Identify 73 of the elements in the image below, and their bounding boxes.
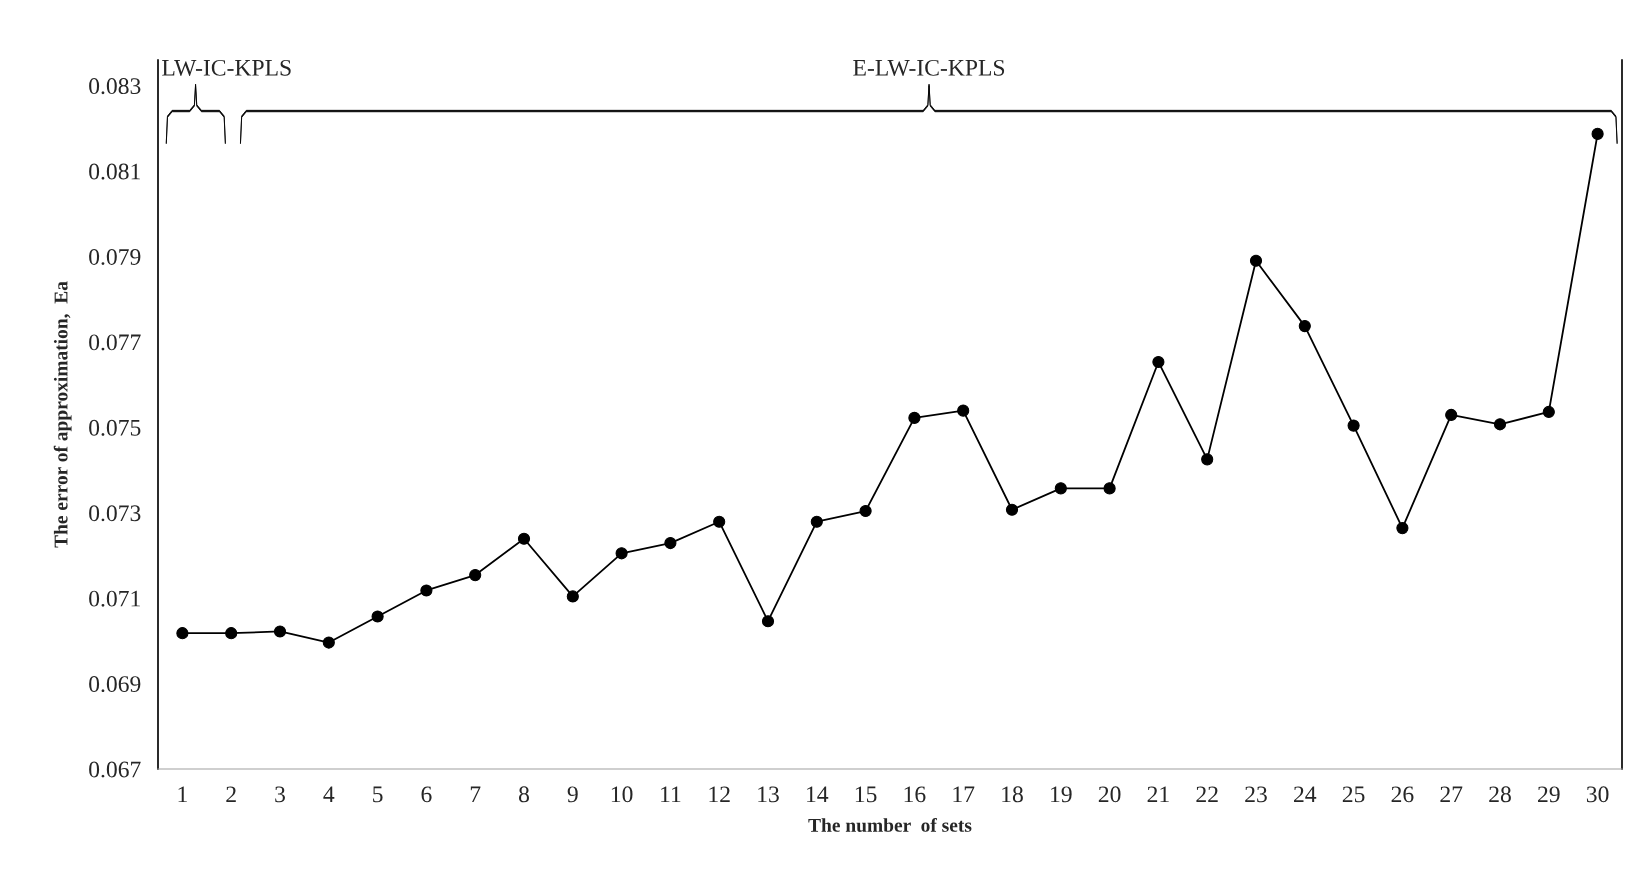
point	[957, 404, 970, 417]
x-tick-label: 18	[1002, 786, 1023, 803]
x-tick-label: 9	[567, 786, 578, 803]
x-tick-label: 22	[1196, 786, 1218, 803]
x-tick-label: 6	[421, 786, 432, 803]
point	[1054, 482, 1067, 495]
point	[1201, 453, 1214, 466]
y-tick-label: 0.067	[89, 761, 141, 778]
point	[420, 584, 433, 597]
y-tick-label: 0.071	[89, 590, 140, 607]
point	[176, 627, 189, 640]
x-tick-label: 11	[661, 786, 681, 803]
annotation: E-LW-IC-KPLS	[853, 59, 1005, 76]
x-tick-label: 24	[1294, 786, 1317, 803]
y-tick-label: 0.077	[89, 334, 141, 351]
x-tick-label: 30	[1586, 786, 1609, 803]
x-tick-label: 13	[758, 786, 779, 803]
point	[1005, 503, 1019, 516]
point	[713, 515, 726, 528]
x-tick-label: 21	[1147, 786, 1169, 803]
x-tick-label: 10	[611, 786, 633, 803]
point	[1298, 320, 1311, 333]
point	[1396, 522, 1409, 535]
x-tick-label: 25	[1342, 786, 1365, 803]
y-axis-title: The error of approximation, Ea	[53, 281, 72, 548]
x-tick-label: 1	[178, 786, 187, 803]
y-tick-label: 0.079	[89, 248, 141, 265]
y-tick-label: 0.083	[89, 78, 141, 95]
point	[566, 590, 579, 603]
x-tick-label: 26	[1391, 786, 1414, 803]
x-tick-label: 23	[1245, 786, 1267, 803]
point	[908, 411, 921, 424]
x-tick-label: 17	[953, 786, 975, 803]
x-tick-label: 14	[807, 786, 829, 803]
point	[371, 610, 384, 623]
point	[1493, 418, 1507, 431]
point	[273, 625, 287, 638]
point	[1152, 355, 1165, 369]
point	[1445, 408, 1458, 421]
x-tick-label: 12	[709, 786, 730, 803]
point	[469, 569, 482, 582]
point	[1347, 419, 1360, 432]
y-tick-label: 0.081	[89, 163, 140, 180]
x-tick-label: 28	[1489, 786, 1511, 803]
x-tick-label: 8	[519, 786, 529, 803]
x-tick-label: 29	[1538, 786, 1560, 803]
x-tick-label: 4	[323, 786, 335, 803]
y-tick-label: 0.073	[89, 505, 141, 522]
y-tick-label: 0.075	[89, 419, 141, 436]
x-tick-label: 15	[855, 786, 877, 803]
point	[1103, 482, 1116, 495]
x-tick-label: 20	[1098, 786, 1121, 803]
point	[664, 536, 677, 550]
point	[810, 515, 823, 528]
point	[1249, 254, 1263, 267]
x-tick-label: 7	[470, 786, 481, 803]
y-tick-label: 0.069	[89, 676, 141, 693]
point	[761, 615, 775, 628]
annotation: LW-IC-KPLS	[162, 59, 291, 76]
x-tick-label: 5	[373, 786, 383, 803]
x-axis-title: The number of sets	[808, 817, 972, 832]
x-tick-label: 16	[904, 786, 926, 803]
point	[1542, 405, 1555, 419]
point	[1591, 127, 1604, 140]
x-tick-label: 3	[275, 786, 285, 803]
point	[859, 504, 872, 518]
point	[615, 547, 628, 560]
point	[225, 627, 238, 640]
x-tick-label: 2	[226, 786, 236, 803]
x-tick-label: 27	[1440, 786, 1463, 803]
point	[322, 636, 335, 649]
x-tick-label: 19	[1051, 786, 1072, 803]
point	[517, 532, 531, 545]
